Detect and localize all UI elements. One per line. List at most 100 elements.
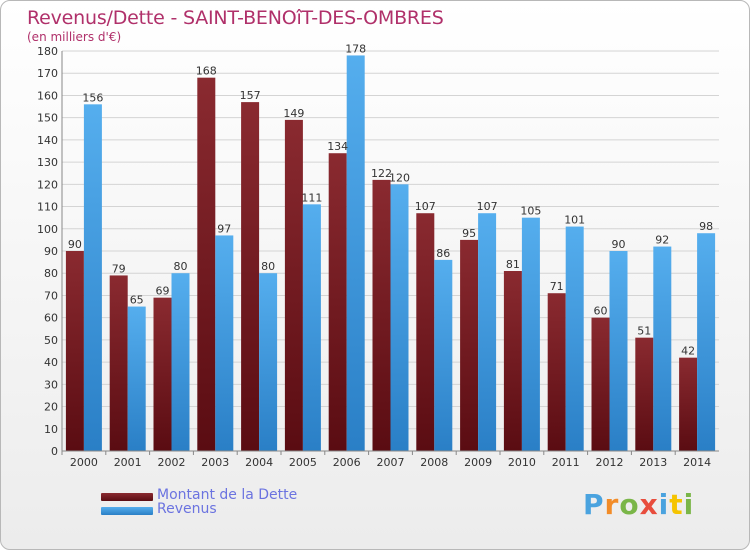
y-tick-label: 90 [44, 245, 58, 258]
x-tick-label: 2010 [508, 456, 536, 469]
dette-bar [547, 293, 566, 451]
dette-value-label: 168 [196, 65, 217, 78]
bars [65, 55, 716, 452]
revenus-bar [83, 104, 102, 451]
x-tick-label: 2013 [639, 456, 667, 469]
y-tick-label: 30 [44, 378, 58, 391]
legend-swatch-dette [101, 493, 153, 501]
dette-value-label: 81 [506, 258, 520, 271]
revenus-value-label: 156 [82, 91, 103, 104]
x-axis-ticks: 2000 2001 2002 2003 2004 2005 2006 2007 2008 2009… [61, 451, 711, 469]
y-tick-label: 110 [37, 201, 58, 214]
data-labels: 90 156 79 65 69 80 168 97 157 80 149 111 134 178 12212… [68, 42, 713, 357]
logo-letter: x [639, 488, 659, 521]
y-axis-ticks: 0 10 20 30 40 50 60 70 80 90 100 110 120 130 140 150 160… [37, 45, 58, 458]
revenus-bar [127, 306, 146, 451]
y-tick-label: 40 [44, 356, 58, 369]
logo-letter: r [604, 488, 620, 521]
legend-label-revenus: Revenus [157, 501, 217, 517]
y-tick-label: 60 [44, 312, 58, 325]
logo-letter: P [583, 488, 605, 521]
chart-subtitle: (en milliers d'€) [27, 30, 122, 44]
dette-bar [65, 251, 84, 451]
logo-letter: i [658, 488, 670, 521]
revenus-bar [565, 226, 584, 451]
dette-bar [635, 337, 654, 451]
dette-value-label: 134 [327, 140, 348, 153]
logo-letter: i [683, 488, 695, 521]
dette-bar [328, 153, 347, 451]
dette-bar [503, 271, 522, 451]
legend-swatch-revenus [101, 507, 153, 515]
y-tick-label: 120 [37, 178, 58, 191]
dette-value-label: 42 [681, 345, 695, 358]
revenus-value-label: 80 [174, 260, 188, 273]
dette-value-label: 90 [68, 238, 82, 251]
revenus-bar [697, 233, 716, 451]
revenus-bar [390, 184, 409, 452]
y-tick-label: 0 [51, 445, 58, 458]
dette-value-label: 107 [415, 200, 436, 213]
dette-bar [197, 77, 216, 452]
dette-value-label: 122 [371, 167, 392, 180]
x-tick-label: 2012 [596, 456, 624, 469]
x-tick-label: 2002 [158, 456, 186, 469]
revenus-bar [478, 213, 497, 451]
revenus-bar [653, 246, 672, 451]
revenus-bar [609, 251, 628, 451]
revenus-bar [259, 273, 278, 451]
revenus-bar [434, 259, 453, 451]
y-tick-label: 160 [37, 89, 58, 102]
dette-value-label: 51 [637, 325, 651, 338]
x-tick-label: 2008 [420, 456, 448, 469]
dette-bar [241, 102, 260, 451]
x-tick-label: 2009 [464, 456, 492, 469]
chart-title: Revenus/Dette - SAINT-BENOîT-DES-OMBRES [27, 7, 444, 29]
y-tick-label: 170 [37, 67, 58, 80]
dette-value-label: 71 [550, 280, 564, 293]
revenus-bar [171, 273, 190, 451]
revenus-value-label: 97 [217, 222, 231, 235]
revenus-bar [521, 217, 540, 451]
dette-bar [284, 119, 303, 451]
revenus-value-label: 101 [564, 214, 585, 227]
dette-bar [460, 239, 479, 451]
x-tick-label: 2005 [289, 456, 317, 469]
y-tick-label: 10 [44, 423, 58, 436]
x-tick-label: 2007 [377, 456, 405, 469]
x-tick-label: 2006 [333, 456, 361, 469]
y-tick-label: 50 [44, 334, 58, 347]
dette-bar [591, 317, 610, 451]
x-tick-label: 2003 [201, 456, 229, 469]
revenus-bar [302, 204, 321, 451]
dette-value-label: 60 [594, 305, 608, 318]
revenus-value-label: 105 [520, 205, 541, 218]
y-tick-label: 140 [37, 134, 58, 147]
dette-bar [416, 213, 435, 451]
dette-value-label: 69 [156, 285, 170, 298]
y-tick-label: 80 [44, 267, 58, 280]
revenus-bar [346, 55, 365, 451]
revenus-bar [215, 235, 234, 451]
revenus-value-label: 98 [699, 220, 713, 233]
y-tick-label: 150 [37, 112, 58, 125]
revenus-value-label: 65 [130, 294, 144, 307]
x-tick-label: 2000 [70, 456, 98, 469]
revenus-value-label: 178 [345, 42, 366, 55]
x-tick-label: 2011 [552, 456, 580, 469]
dette-bar [372, 179, 391, 451]
y-tick-label: 180 [37, 45, 58, 58]
y-tick-label: 70 [44, 289, 58, 302]
logo-letter: t [669, 488, 684, 521]
revenus-value-label: 111 [301, 191, 322, 204]
dette-bar [679, 357, 698, 451]
x-tick-label: 2004 [245, 456, 273, 469]
revenus-value-label: 120 [389, 171, 410, 184]
dette-value-label: 95 [462, 227, 476, 240]
dette-bar [109, 275, 128, 451]
revenus-value-label: 92 [655, 234, 669, 247]
logo-letter: o [619, 488, 640, 521]
revenus-value-label: 90 [612, 238, 626, 251]
